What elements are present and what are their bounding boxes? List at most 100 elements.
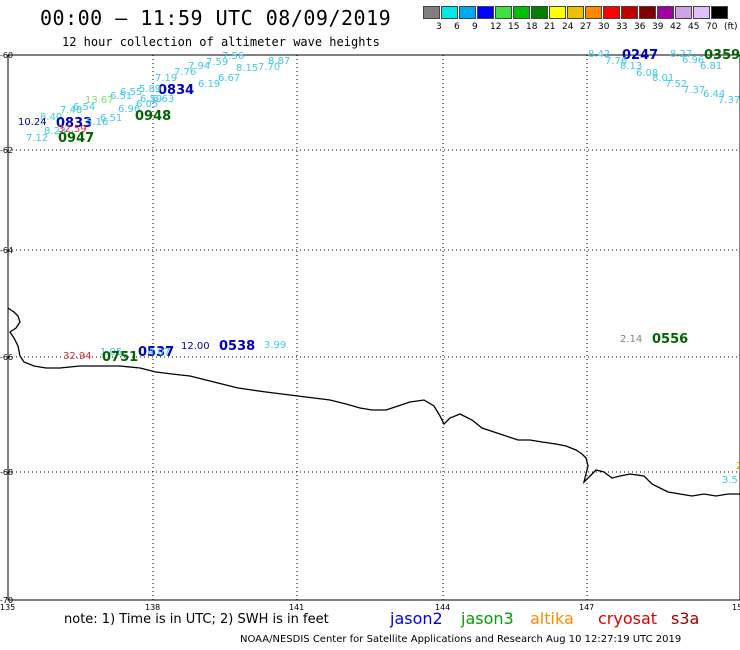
wave-height-label: 6.96 — [682, 55, 705, 66]
wave-height-label: 7.59 — [206, 57, 229, 68]
wave-height-label: 10.24 — [18, 117, 47, 128]
colorbar-labels: 3 6 9 12 15 18 21 24 27 30 33 36 39 42 45 70 (ft) — [423, 22, 740, 34]
wave-height-label: 7.70 — [258, 62, 281, 73]
wave-height-label: 0948 — [135, 109, 172, 124]
legend-altika: altika — [530, 609, 574, 628]
wave-height-label: 32.94 — [63, 351, 92, 362]
colorbar-swatch — [513, 6, 530, 19]
colorbar-swatch — [657, 6, 674, 19]
colorbar-label: 39 — [652, 22, 664, 32]
colorbar-label: 6 — [454, 22, 460, 32]
wave-height-label: 13.67 — [85, 95, 114, 106]
wave-height-label: 0947 — [58, 131, 95, 146]
wave-height-label: 6.96 — [118, 104, 141, 115]
colorbar-label: 33 — [616, 22, 628, 32]
wave-height-label: 0537 — [138, 345, 175, 360]
colorbar-label: 24 — [562, 22, 574, 32]
wave-height-label: 3.5 — [722, 475, 738, 486]
latitude-label: -64 — [0, 246, 14, 255]
wave-height-label: 6.05 — [136, 99, 159, 110]
wave-height-label: 1.05 — [100, 347, 123, 358]
wave-height-label: 0833 — [56, 116, 93, 131]
colorbar-swatch — [675, 6, 692, 19]
colorbar-label: 42 — [670, 22, 682, 32]
wave-height-label: 6.08 — [636, 68, 659, 79]
wave-height-label: 7.37 — [718, 95, 740, 106]
colorbar-label: 70 — [706, 22, 718, 32]
wave-height-label: 32.59 — [58, 124, 87, 135]
wave-height-label: 6.19 — [198, 79, 221, 90]
colorbar-swatch — [459, 6, 476, 19]
footer-note: note: 1) Time is in UTC; 2) SWH is in fe… — [64, 612, 329, 627]
wave-height-label: 8.13 — [620, 61, 643, 72]
colorbar-swatch — [441, 6, 458, 19]
longitude-label: 147 — [579, 603, 595, 612]
wave-height-label: 7.52 — [665, 79, 688, 90]
colorbar-label: 12 — [490, 22, 502, 32]
wave-height-label: 0247 — [622, 48, 659, 63]
wave-height-label: 7.48 — [60, 105, 83, 116]
wave-height-label: 6.55 — [120, 87, 143, 98]
colorbar-swatch — [423, 6, 440, 19]
wave-height-label: 8.23 — [44, 126, 67, 137]
legend-cryosat: cryosat — [598, 609, 658, 628]
longitude-label: 135 — [0, 603, 16, 612]
wave-height-label: 6.51 — [100, 113, 123, 124]
wave-height-label: 0834 — [158, 83, 195, 98]
wave-height-label: 6.81 — [700, 61, 723, 72]
colorbar-label: 18 — [526, 22, 538, 32]
wave-height-label: 4.07 — [148, 347, 171, 358]
latitude-label: -68 — [0, 468, 14, 477]
colorbar-label: 3 — [436, 22, 442, 32]
wave-height-label: 0556 — [652, 332, 689, 347]
wave-height-label: 7.12 — [26, 133, 49, 144]
wave-height-label: 8.40 — [40, 112, 63, 123]
wave-height-label: 5.89 — [139, 84, 162, 95]
wave-height-label: 8.27 — [670, 49, 693, 60]
wave-height-label: 7.19 — [155, 73, 178, 84]
colorbar-label: 45 — [688, 22, 700, 32]
wave-height-label: 0359 — [704, 48, 740, 63]
wave-height-label: 6.67 — [218, 73, 241, 84]
wave-height-label: 2.14 — [620, 334, 643, 345]
wave-height-label: 6.51 — [110, 91, 133, 102]
colorbar-swatch — [531, 6, 548, 19]
wave-height-label: 5.16 — [86, 117, 109, 128]
wave-height-label: 7.76 — [605, 56, 628, 67]
colorbar-label: 36 — [634, 22, 646, 32]
colorbar-label: 21 — [544, 22, 556, 32]
wave-height-label: 7.76 — [174, 67, 197, 78]
colorbar-swatch — [603, 6, 620, 19]
colorbar-swatch — [567, 6, 584, 19]
antarctic-coastline — [7, 307, 740, 497]
map-border — [7, 54, 740, 601]
wave-height-label: 3.99 — [264, 340, 287, 351]
legend-s3a: s3a — [671, 609, 700, 628]
wave-height-colorbar — [423, 6, 729, 19]
wave-height-label: 12.00 — [181, 341, 210, 352]
wave-height-label: 6.59 — [140, 94, 163, 105]
page-subtitle: 12 hour collection of altimeter wave hei… — [62, 35, 380, 49]
legend-jason3: jason3 — [461, 609, 514, 628]
colorbar-swatch — [549, 6, 566, 19]
wave-height-label: 7.37 — [683, 85, 706, 96]
longitude-label: 150 — [732, 603, 740, 612]
wave-height-label: 6.54 — [73, 102, 96, 113]
colorbar-swatch — [693, 6, 710, 19]
wave-height-label: 6.63 — [152, 94, 175, 105]
colorbar-swatch — [495, 6, 512, 19]
longitude-label: 144 — [435, 603, 451, 612]
colorbar-swatch — [711, 6, 728, 19]
colorbar-swatch — [477, 6, 494, 19]
longitude-label: 138 — [145, 603, 161, 612]
colorbar-swatch — [585, 6, 602, 19]
latitude-label: -62 — [0, 146, 14, 155]
wave-height-label: 8.01 — [652, 73, 675, 84]
colorbar-label: 27 — [580, 22, 592, 32]
latitude-label: -66 — [0, 353, 14, 362]
wave-height-label: 8.15 — [236, 63, 259, 74]
wave-height-label: 0538 — [219, 339, 256, 354]
longitude-label: 141 — [289, 603, 305, 612]
